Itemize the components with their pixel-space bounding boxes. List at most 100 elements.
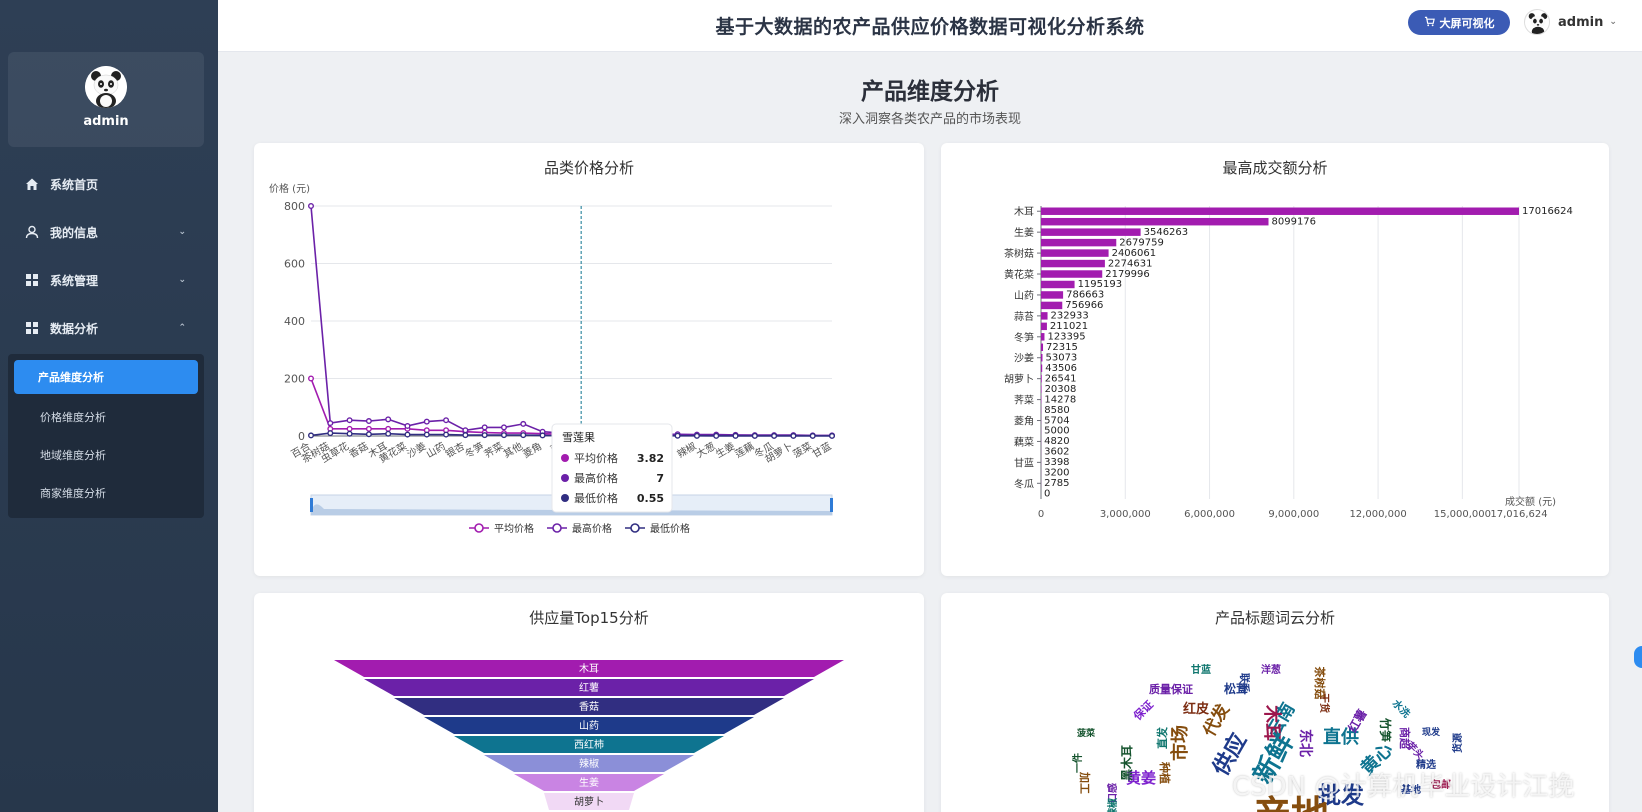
datazoom-handle-left (310, 498, 313, 512)
bar (1041, 374, 1042, 383)
legend-marker (552, 523, 562, 533)
sidebar-item-my-info[interactable]: 我的信息 ⌄ (0, 208, 218, 256)
max-turnover-chart[interactable]: 0 3,000,000 6,000,000 9,000,000 12,000,000 15… (941, 143, 1609, 576)
data-label: 4820 (1044, 436, 1069, 447)
data-label: 17016624 (1522, 206, 1573, 217)
bar (1041, 217, 1269, 226)
wordcloud-word: 甘蓝 (1191, 663, 1211, 676)
panda-avatar-icon (85, 66, 127, 108)
data-label: 211021 (1050, 321, 1088, 332)
data-point (520, 432, 527, 439)
data-label: 43506 (1045, 363, 1077, 374)
sidebar-menu: 系统首页 我的信息 ⌄ 系统管理 ⌄ 数据分析 ⌃ 产品维度分析 价格维度分析 (0, 160, 218, 518)
grid-icon (24, 320, 40, 336)
bar (1041, 207, 1519, 215)
funnel-segment (394, 698, 784, 715)
wordcloud-word: 水洗 (1389, 696, 1413, 720)
sidebar-item-data-analysis[interactable]: 数据分析 ⌃ (0, 304, 218, 352)
y-tick-label: 冬瓜 (1014, 477, 1034, 490)
bigscreen-button[interactable]: 大屏可视化 (1408, 10, 1510, 35)
legend-label: 平均价格 (494, 522, 534, 535)
sidebar-item-system-management[interactable]: 系统管理 ⌄ (0, 256, 218, 304)
tooltip-box (551, 423, 673, 513)
side-scroll-handle[interactable] (1634, 646, 1642, 668)
title-wordcloud-card: 产品标题词云分析 甘蓝 洋葱 联系 质量保证 松茸 茶树菇 红皮 云南 木耳 代发 东北 直供 新鲜 供应… (941, 593, 1609, 812)
y-tick-label: 山药 (1014, 290, 1034, 302)
wordcloud-word: 竹笋 (1378, 717, 1393, 742)
data-point (423, 431, 430, 438)
data-point (790, 432, 797, 439)
wordcloud-word: 精选 (1416, 758, 1436, 771)
avatar[interactable] (85, 66, 127, 108)
category-price-card: 品类价格分析 价格 (元) 0 200 400 600 800 百合 茶树菇 虫草花 香菇 木耳 黄花… (254, 143, 924, 576)
app-title: 基于大数据的农产品供应价格数据可视化分析系统 (715, 16, 1145, 38)
funnel-segment (544, 793, 634, 810)
supply-top15-card: 供应量Top15分析 木耳 红薯 香菇 山药 西红柿 辣椒 生姜 胡萝卜 (254, 593, 924, 812)
bar (1041, 228, 1141, 236)
data-label: 5704 (1044, 415, 1069, 426)
data-point (327, 430, 334, 437)
data-label: 20308 (1045, 384, 1077, 395)
user-menu[interactable]: admin ⌄ (1524, 9, 1617, 35)
data-label: 232933 (1051, 311, 1089, 322)
wordcloud-word: 直供 (1323, 726, 1359, 748)
page-title: 产品维度分析 (861, 79, 999, 105)
data-point (308, 203, 315, 210)
y-tick-label: 冬笋 (1014, 331, 1034, 344)
bar (1041, 312, 1048, 320)
wordcloud-word: 现发 (1422, 726, 1441, 738)
data-point (539, 432, 546, 439)
main-content: 产品维度分析 深入洞察各类农产品的市场表现 品类价格分析 价格 (元) 0 200 4… (218, 52, 1642, 812)
sidebar-item-region-analysis[interactable]: 地域维度分析 (40, 449, 106, 462)
sidebar-item-merchant-analysis[interactable]: 商家维度分析 (40, 487, 106, 500)
data-point (365, 425, 372, 432)
data-point (674, 432, 681, 439)
max-turnover-card: 最高成交额分析 0 3,000,000 6,000,000 9,000,000 12,0… (941, 143, 1609, 576)
category-price-chart[interactable]: 价格 (元)0200400600800百合茶树菇虫草花香菇木耳黄花菜沙姜山药银杏… (254, 143, 924, 576)
x-tick-label: 0 (1038, 509, 1044, 520)
funnel-label: 山药 (579, 720, 599, 732)
profile-username: admin (83, 114, 129, 129)
legend-marker (474, 523, 484, 533)
bar (1041, 364, 1043, 372)
data-label: 3602 (1044, 447, 1069, 458)
panda-avatar-icon (1525, 10, 1549, 34)
data-point (385, 416, 392, 423)
data-label: 53073 (1045, 352, 1077, 363)
data-point (481, 424, 488, 431)
data-point (713, 432, 720, 439)
data-label: 2406061 (1112, 248, 1157, 259)
data-point (346, 425, 353, 432)
data-label: 0 (1044, 489, 1050, 500)
data-label: 123395 (1047, 332, 1085, 343)
wordcloud-word: 种植 (1158, 761, 1172, 784)
wordcloud-word: 菠菜 (1077, 727, 1096, 739)
data-label: 1195193 (1078, 279, 1123, 290)
tooltip-label: 平均价格 (574, 451, 618, 465)
bar (1041, 259, 1105, 268)
home-icon (24, 176, 40, 192)
sidebar-item-price-analysis[interactable]: 价格维度分析 (40, 411, 106, 424)
funnel-label: 生姜 (579, 776, 599, 789)
data-point (385, 430, 392, 437)
wordcloud-word: 质量保证 (1149, 682, 1193, 696)
tooltip-label: 最低价格 (574, 491, 618, 505)
wordcloud-word: 基地 (1400, 783, 1421, 796)
sidebar-item-home[interactable]: 系统首页 (0, 160, 218, 208)
data-point (732, 432, 739, 439)
x-tick-label: 17,016,624 (1490, 509, 1547, 520)
wordcloud-word: 产地 (1253, 793, 1329, 812)
tooltip-marker (561, 494, 569, 502)
funnel-segment (334, 660, 844, 677)
bar (1041, 280, 1075, 289)
sidebar-item-product-analysis[interactable]: 产品维度分析 (14, 360, 198, 394)
legend-label: 最高价格 (572, 522, 612, 535)
bigscreen-label: 大屏可视化 (1439, 16, 1495, 30)
tooltip-marker (561, 454, 569, 462)
data-point (829, 432, 836, 439)
data-label: 72315 (1046, 342, 1078, 353)
data-point (308, 432, 315, 439)
x-axis-title: 成交额 (元) (1505, 495, 1556, 508)
